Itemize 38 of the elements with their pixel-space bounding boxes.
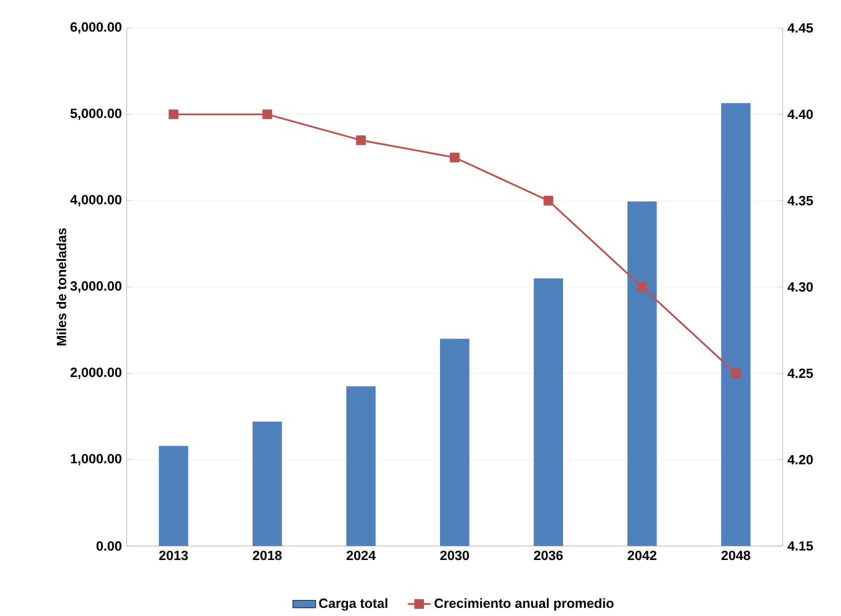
y2-tick-label: 4.25 [788,368,813,378]
bar [440,338,470,546]
x-tick-label: 2030 [440,550,469,560]
point [637,282,647,292]
y2-tick-label: 4.45 [788,23,813,33]
y-tick-label: 4,000.00 [70,194,122,206]
y2-tick-label: 4.40 [788,110,813,120]
y-tick-label: 1,000.00 [70,454,122,466]
point [544,196,554,206]
x-tick-label: 2018 [252,550,282,560]
bar [721,103,750,546]
point [262,109,272,120]
y2-tick-label: 4.30 [788,282,813,292]
legend-label: Crecimiento anual promedio [434,598,614,611]
bar [346,386,376,546]
point [356,135,366,146]
x-tick-label: 2042 [628,550,656,560]
x-tick-label: 2036 [534,550,563,560]
y2-tick-label: 4.35 [788,196,813,206]
y2-tick-label: 4.15 [788,541,813,551]
bar [252,422,282,546]
y-tick-label: 0.00 [96,541,122,551]
y-tick-label: 6,000.00 [70,22,122,34]
bar [158,446,188,546]
y-tick-label: 5,000.00 [70,108,122,120]
y-axis-title: Miles de toneladas [56,228,66,346]
y-tick-label: 3,000.00 [70,281,122,293]
x-tick-label: 2024 [346,550,376,560]
point [168,109,178,120]
y2-tick-label: 4.20 [788,454,813,464]
point [450,152,460,162]
bar [534,278,564,546]
bar [627,202,657,546]
y-tick-label: 2,000.00 [70,368,122,380]
point [730,368,741,378]
legend-label: Carga total [319,598,388,611]
x-tick-label: 2048 [721,550,750,560]
x-tick-label: 2013 [159,550,188,560]
